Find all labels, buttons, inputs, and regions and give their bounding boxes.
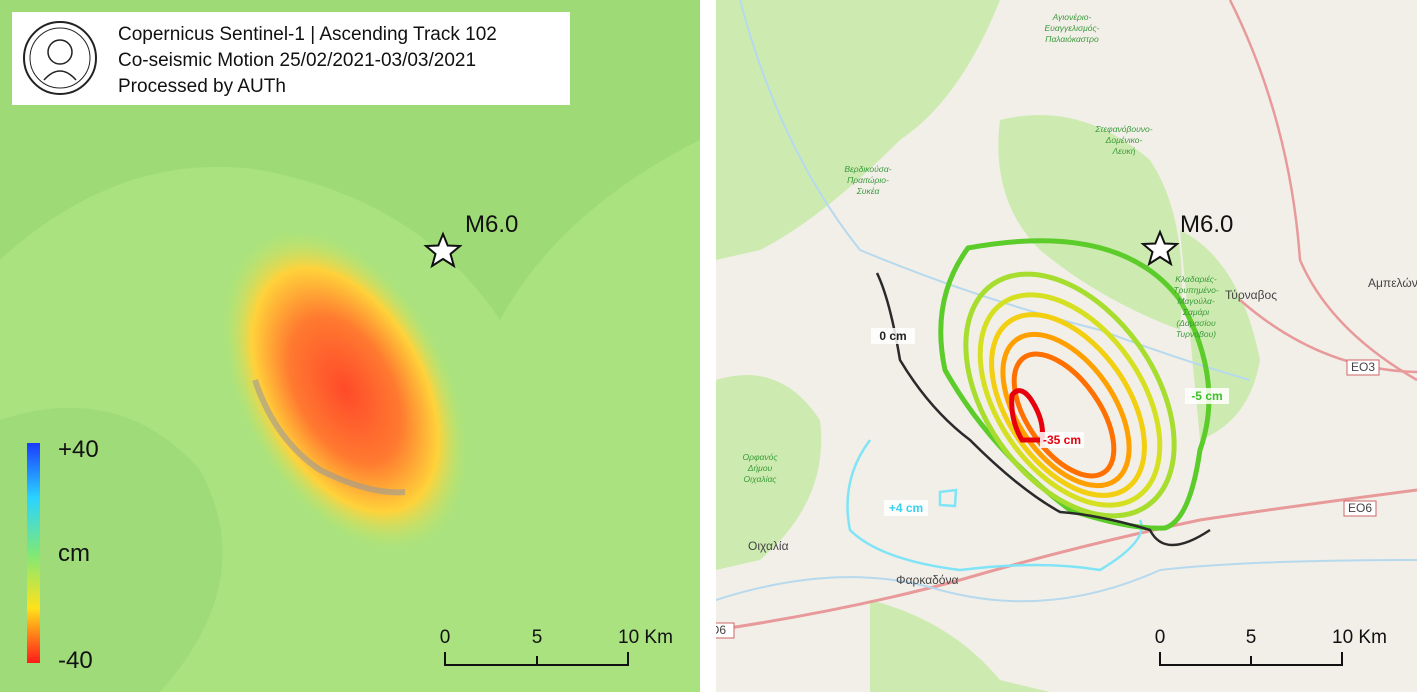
landuse [716,0,1000,260]
contour [938,245,1168,531]
road [1239,299,1417,374]
left-panel: Copernicus Sentinel-1 | Ascending Track … [0,0,700,692]
district-label: Δομένικο- [1105,135,1143,145]
district-label: (Δαμασίου [1176,318,1216,328]
river [716,559,1417,603]
scale-label: 5 [1246,627,1257,648]
deformation-field [221,227,469,553]
place-label: Φαρκαδόνα [896,573,958,587]
label-halo [871,328,915,344]
decorrelation [252,379,406,496]
place-label: Τύρναβος [1225,288,1277,302]
road-label: ΕΟ6 [1348,501,1372,515]
scale-label: 10 Km [1332,627,1387,648]
road [1228,0,1417,382]
road-shield [716,622,735,639]
contour-label: 0 cm [879,329,906,343]
scale-bar [444,652,629,666]
contour [977,292,1163,508]
landuse [716,375,822,570]
epicenter-label: M6.0 [465,211,518,238]
district-label: Μαγούλα- [1177,296,1214,306]
emblem [47,39,73,65]
district-label: Δήμου [747,463,773,473]
legend-max: +40 [58,436,99,463]
contour [965,238,1212,531]
district-label: Ευαγγελισμός- [1045,23,1100,33]
contour-plus4 [846,439,1143,572]
district-label: Λευκή [1111,146,1135,156]
scale-bar [1159,652,1343,666]
contour [1009,388,1045,443]
emblem [29,27,91,89]
legend-min: -40 [58,647,93,674]
contour-zero [875,272,1211,547]
contours [938,238,1212,531]
contour-label: +4 cm [889,501,923,515]
epicenter-star [423,231,463,269]
legend-bar [27,443,40,663]
landuse [1180,230,1260,440]
legend-unit: cm [58,540,90,567]
label-halo [1040,432,1084,448]
district-label: Σαμάρι [1182,307,1209,317]
contour-label: -35 cm [1043,433,1081,447]
header-line: Co-seismic Motion 25/02/2021-03/03/2021 [118,50,476,71]
road-shield [1346,359,1380,376]
road-shield [1343,500,1377,517]
contour-label: -5 cm [1191,389,1222,403]
landuse [870,600,1050,692]
road-label: Ο6 [710,623,726,637]
emblem [43,70,77,81]
landuse [998,115,1182,330]
scale-label: 0 [440,627,451,648]
epicenter-label: M6.0 [1180,211,1233,238]
scale-label: 5 [532,627,543,648]
contour [963,271,1177,519]
header-box [12,12,570,105]
scale-label: 0 [1155,627,1166,648]
header-line: Processed by AUTh [118,76,286,97]
place-label: Αμπελών [1368,276,1417,290]
district-label: Βερδικούσα- [844,164,891,174]
epicenter-star [1140,229,1180,267]
district-label: Πραιτώριο- [847,175,889,185]
road-label: ΕΟ3 [1351,360,1375,374]
contour-plus4 [938,488,958,508]
scale-label: 10 Km [618,627,673,648]
district-label: Ορφανός [743,452,779,462]
district-label: Οιχαλίας [744,474,778,484]
terrain [0,407,223,692]
district-label: Συκέα [856,186,881,196]
road [716,488,1417,632]
place-label: Οιχαλία [748,539,789,553]
right-panel: M6.0 0 5 10 Km 0 cm -5 cm -35 cm +4 cm Τύρνα… [710,0,1417,692]
label-halo [884,500,928,516]
label-halo [1185,388,1229,404]
district-label: Παλαιόκαστρο [1045,34,1099,44]
district-label: Κλαδαριές- [1175,274,1217,284]
contour [1011,351,1117,479]
district-label: Τυρνάβου) [1176,329,1216,339]
header-line: Copernicus Sentinel-1 | Ascending Track … [118,24,497,45]
emblem [23,21,97,95]
district-label: Τρυπημένο- [1173,285,1219,295]
district-label: Αγιονέριο- [1052,12,1092,22]
district-label: Στεφανόβουνο- [1094,124,1152,134]
